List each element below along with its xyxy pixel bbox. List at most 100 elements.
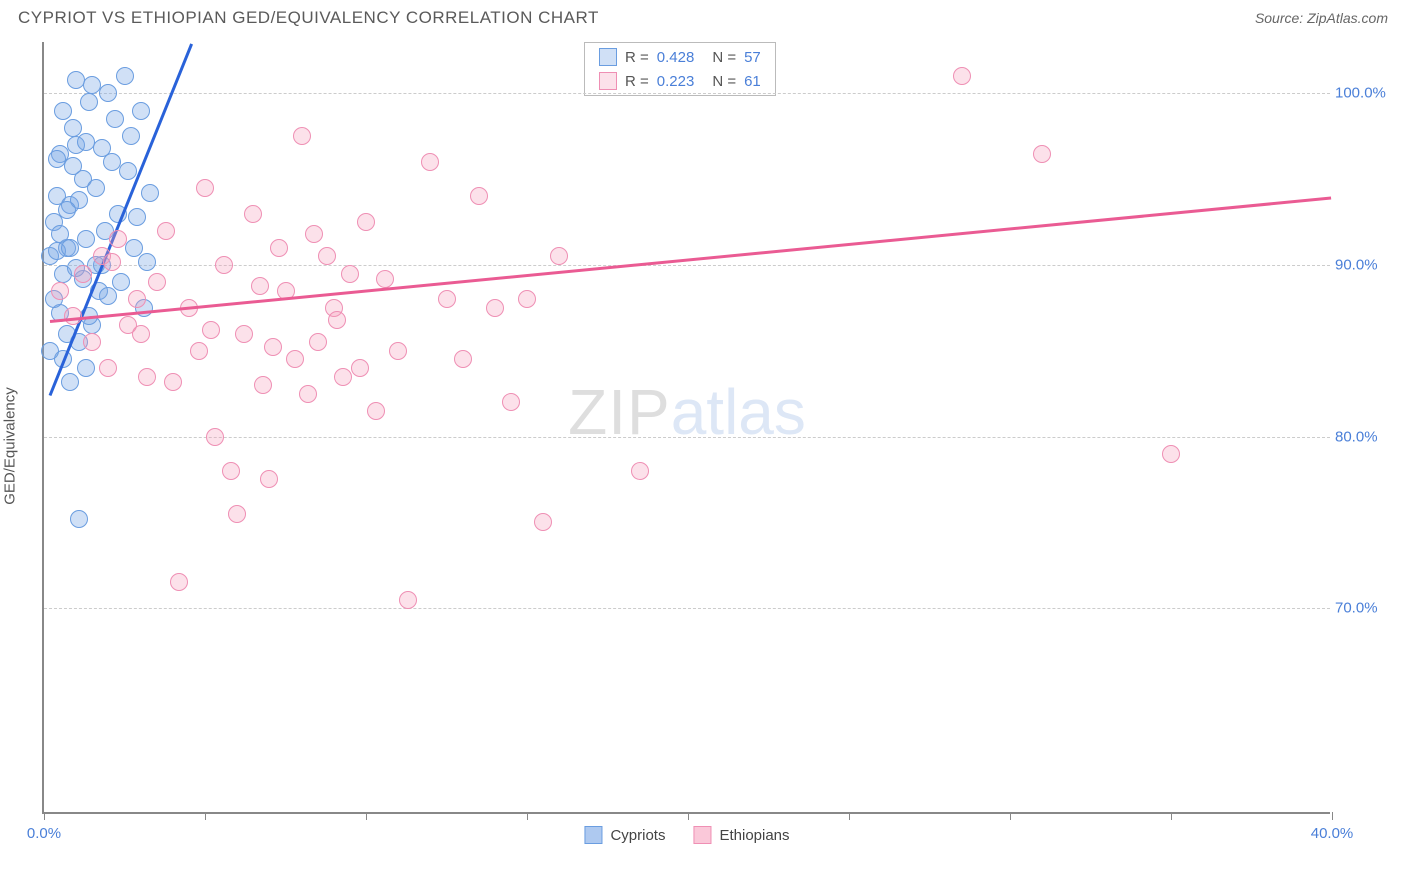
legend-r-label: R = xyxy=(625,73,649,90)
data-point xyxy=(357,213,375,231)
data-point xyxy=(67,71,85,89)
legend-label: Cypriots xyxy=(610,827,665,844)
correlation-legend: R = 0.428N = 57R = 0.223N = 61 xyxy=(584,42,776,96)
data-point xyxy=(148,273,166,291)
legend-item: Cypriots xyxy=(584,826,665,844)
data-point xyxy=(1162,445,1180,463)
legend-n-label: N = xyxy=(712,73,736,90)
data-point xyxy=(122,127,140,145)
data-point xyxy=(334,368,352,386)
legend-r-value: 0.428 xyxy=(657,49,695,66)
data-point xyxy=(141,184,159,202)
data-point xyxy=(399,591,417,609)
x-tick-mark xyxy=(688,812,689,820)
data-point xyxy=(48,150,66,168)
data-point xyxy=(550,247,568,265)
data-point xyxy=(61,239,79,257)
legend-r-label: R = xyxy=(625,49,649,66)
x-tick-mark xyxy=(1332,812,1333,820)
data-point xyxy=(293,127,311,145)
data-point xyxy=(367,402,385,420)
data-point xyxy=(206,428,224,446)
legend-swatch xyxy=(584,826,602,844)
chart-header: CYPRIOT VS ETHIOPIAN GED/EQUIVALENCY COR… xyxy=(0,0,1406,32)
data-point xyxy=(77,359,95,377)
data-point xyxy=(376,270,394,288)
data-point xyxy=(196,179,214,197)
data-point xyxy=(99,84,117,102)
data-point xyxy=(389,342,407,360)
data-point xyxy=(106,110,124,128)
data-point xyxy=(235,325,253,343)
data-point xyxy=(138,368,156,386)
data-point xyxy=(228,505,246,523)
data-point xyxy=(251,277,269,295)
plot-area: ZIPatlas R = 0.428N = 57R = 0.223N = 61 … xyxy=(42,42,1330,814)
legend-n-value: 61 xyxy=(744,73,761,90)
gridline xyxy=(44,265,1330,266)
legend-n-label: N = xyxy=(712,49,736,66)
data-point xyxy=(534,513,552,531)
trend-line xyxy=(50,196,1332,323)
data-point xyxy=(286,350,304,368)
x-tick-mark xyxy=(205,812,206,820)
x-tick-mark xyxy=(849,812,850,820)
legend-row: R = 0.223 N = 61 xyxy=(585,69,775,93)
data-point xyxy=(454,350,472,368)
x-tick-mark xyxy=(44,812,45,820)
legend-swatch xyxy=(693,826,711,844)
data-point xyxy=(61,373,79,391)
data-point xyxy=(328,311,346,329)
gridline xyxy=(44,437,1330,438)
data-point xyxy=(54,102,72,120)
data-point xyxy=(164,373,182,391)
data-point xyxy=(518,290,536,308)
legend-r-value: 0.223 xyxy=(657,73,695,90)
data-point xyxy=(64,157,82,175)
x-tick-label: 0.0% xyxy=(27,825,61,842)
data-point xyxy=(190,342,208,360)
data-point xyxy=(74,265,92,283)
data-point xyxy=(1033,145,1051,163)
x-tick-mark xyxy=(366,812,367,820)
data-point xyxy=(264,338,282,356)
data-point xyxy=(116,67,134,85)
data-point xyxy=(244,205,262,223)
data-point xyxy=(109,230,127,248)
data-point xyxy=(112,273,130,291)
data-point xyxy=(318,247,336,265)
y-tick-label: 80.0% xyxy=(1335,428,1390,445)
data-point xyxy=(341,265,359,283)
x-tick-mark xyxy=(1171,812,1172,820)
data-point xyxy=(270,239,288,257)
chart-title: CYPRIOT VS ETHIOPIAN GED/EQUIVALENCY COR… xyxy=(18,8,599,28)
legend-swatch xyxy=(599,48,617,66)
data-point xyxy=(132,102,150,120)
data-point xyxy=(80,93,98,111)
data-point xyxy=(299,385,317,403)
data-point xyxy=(99,359,117,377)
x-tick-mark xyxy=(527,812,528,820)
data-point xyxy=(305,225,323,243)
data-point xyxy=(87,179,105,197)
data-point xyxy=(157,222,175,240)
data-point xyxy=(438,290,456,308)
data-point xyxy=(421,153,439,171)
x-tick-mark xyxy=(1010,812,1011,820)
data-point xyxy=(631,462,649,480)
data-point xyxy=(202,321,220,339)
legend-item: Ethiopians xyxy=(693,826,789,844)
chart-source: Source: ZipAtlas.com xyxy=(1255,10,1388,26)
y-tick-label: 90.0% xyxy=(1335,257,1390,274)
data-point xyxy=(41,342,59,360)
data-point xyxy=(138,253,156,271)
data-point xyxy=(93,139,111,157)
legend-label: Ethiopians xyxy=(719,827,789,844)
y-tick-label: 70.0% xyxy=(1335,600,1390,617)
data-point xyxy=(170,573,188,591)
trend-line xyxy=(49,43,193,396)
series-legend: Cypriots Ethiopians xyxy=(584,826,789,844)
x-tick-label: 40.0% xyxy=(1311,825,1354,842)
data-point xyxy=(260,470,278,488)
data-point xyxy=(83,333,101,351)
